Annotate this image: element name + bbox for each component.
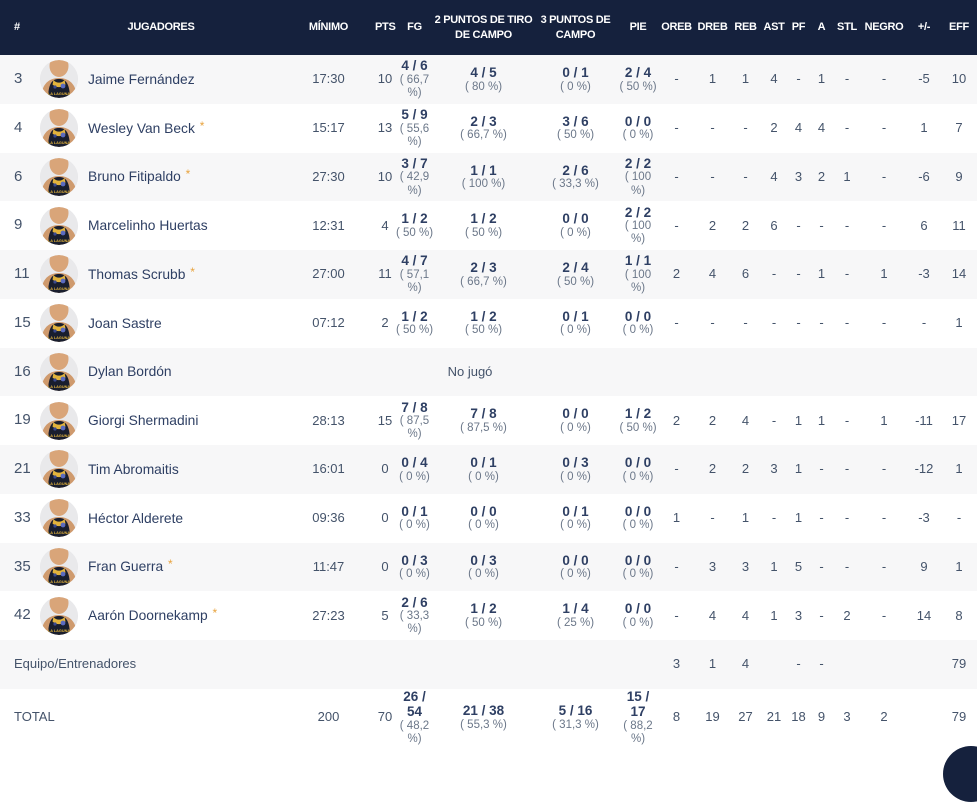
svg-text:LA LAGUNA: LA LAGUNA bbox=[48, 385, 70, 389]
svg-text:LA LAGUNA: LA LAGUNA bbox=[48, 482, 70, 486]
svg-text:LA LAGUNA: LA LAGUNA bbox=[48, 190, 70, 194]
svg-text:LA LAGUNA: LA LAGUNA bbox=[48, 92, 70, 96]
svg-text:LA LAGUNA: LA LAGUNA bbox=[48, 580, 70, 584]
svg-text:LA LAGUNA: LA LAGUNA bbox=[48, 239, 70, 243]
svg-text:LA LAGUNA: LA LAGUNA bbox=[48, 531, 70, 535]
svg-text:LA LAGUNA: LA LAGUNA bbox=[48, 141, 70, 145]
svg-text:LA LAGUNA: LA LAGUNA bbox=[48, 434, 70, 438]
svg-text:LA LAGUNA: LA LAGUNA bbox=[48, 629, 70, 633]
svg-text:LA LAGUNA: LA LAGUNA bbox=[48, 287, 70, 291]
svg-text:LA LAGUNA: LA LAGUNA bbox=[48, 336, 70, 340]
